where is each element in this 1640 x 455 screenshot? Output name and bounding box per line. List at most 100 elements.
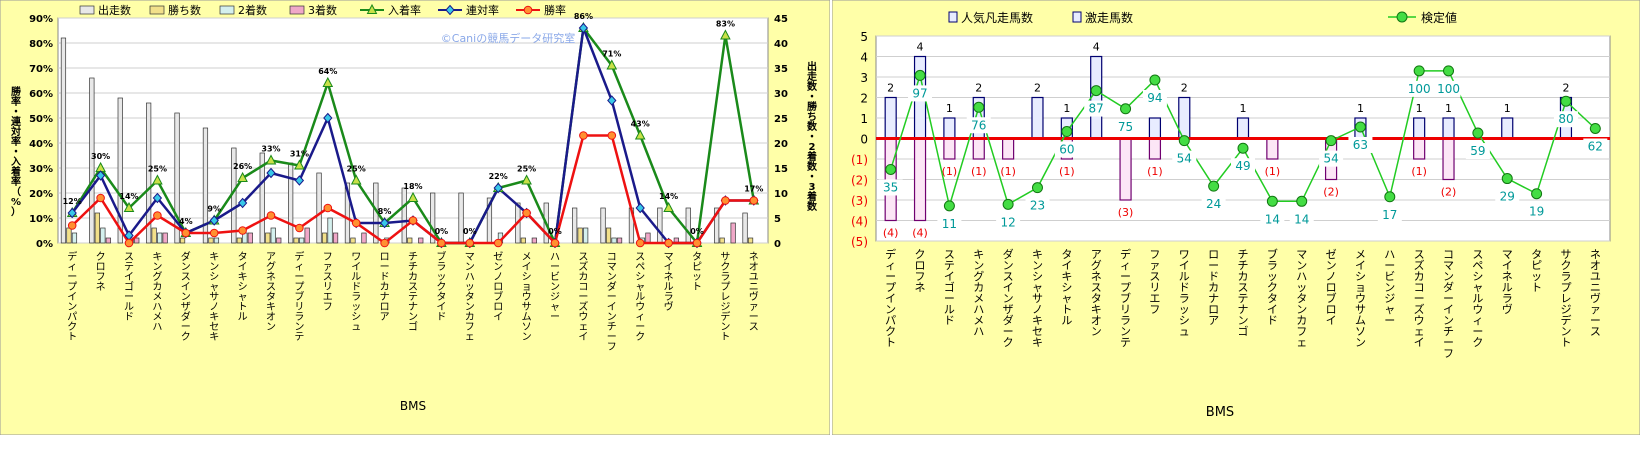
category-label: チチカステナンゴ xyxy=(408,251,418,333)
category-label: アグネスタキオン xyxy=(1091,248,1102,338)
test-value-label-bg xyxy=(1025,197,1050,214)
bar-seconds xyxy=(270,227,276,244)
category-label: ディープブリランテ xyxy=(294,250,304,343)
test-value-label-bg xyxy=(1142,89,1167,106)
bar-wins xyxy=(293,237,299,244)
marker-place-rate xyxy=(152,174,163,185)
bar-runs xyxy=(572,207,578,244)
longshot-count-label: 1 xyxy=(1240,102,1247,115)
test-value-label: 14 xyxy=(1294,212,1309,226)
marker-quinella-rate xyxy=(209,215,219,226)
bar-runs xyxy=(117,97,123,244)
bar-seconds xyxy=(611,237,617,244)
test-value-label: 49 xyxy=(1235,159,1250,173)
unplaced-count-label: (1) xyxy=(942,165,958,178)
test-value-label-bg xyxy=(1348,136,1373,153)
bar-longshot-placed xyxy=(1148,117,1162,140)
x-axis-label: BMS xyxy=(400,399,426,413)
bar-seconds xyxy=(71,232,78,244)
test-value-marker xyxy=(1061,126,1073,138)
bar-popular-unplaced xyxy=(1148,137,1162,160)
bar-runs xyxy=(714,207,720,244)
category-label: ステイゴールド xyxy=(944,248,955,327)
marker-quinella-rate xyxy=(445,4,455,16)
place-rate-label: 64% xyxy=(318,67,337,76)
category-label: ゼンノロブロイ xyxy=(493,251,503,323)
legend-marker-test xyxy=(1396,11,1408,23)
category-label: スペシャルウィーク xyxy=(1472,248,1483,349)
bar-longshot-placed xyxy=(1413,117,1426,140)
bar-thirds xyxy=(304,227,310,244)
category-label: サクラプレジデント xyxy=(1560,248,1571,349)
marker-win-rate xyxy=(465,238,475,248)
bar-runs xyxy=(657,207,663,244)
bar-seconds xyxy=(327,217,333,244)
legend-swatch xyxy=(219,5,235,15)
category-label: ハービンジャー xyxy=(1384,248,1395,327)
marker-place-rate xyxy=(322,76,334,87)
category-label: クロフネ xyxy=(915,248,926,294)
unplaced-count-label: (2) xyxy=(1441,186,1457,199)
bar-thirds xyxy=(247,232,253,244)
place-rate-label: 8% xyxy=(378,207,392,216)
marker-quinella-rate xyxy=(95,170,106,181)
bar-wins xyxy=(66,227,72,244)
y-tick: (5) xyxy=(851,235,868,249)
test-value-label: 29 xyxy=(1500,190,1515,204)
marker-win-rate xyxy=(124,238,134,248)
place-rate-label: 0% xyxy=(463,227,477,236)
test-value-label: 17 xyxy=(1382,208,1397,222)
marker-win-rate xyxy=(607,131,617,140)
bar-thirds xyxy=(276,237,282,244)
bar-popular-unplaced xyxy=(943,137,956,160)
legend-label: 連対率 xyxy=(466,3,499,17)
test-value-label-bg xyxy=(996,214,1021,231)
place-rate-label: 0% xyxy=(548,227,562,236)
marker-win-rate xyxy=(295,223,304,233)
marker-win-rate xyxy=(522,208,531,218)
bar-runs xyxy=(600,207,606,244)
y-tick-left: 20% xyxy=(29,189,53,200)
place-rate-label: 33% xyxy=(261,145,280,154)
test-value-label: 35 xyxy=(883,180,898,194)
category-label: ステイゴールド xyxy=(124,252,134,323)
bar-thirds xyxy=(531,237,537,244)
test-value-label-bg xyxy=(1553,111,1578,128)
bar-wins xyxy=(236,237,242,244)
test-value-label-bg xyxy=(1260,211,1285,228)
marker-win-rate xyxy=(96,193,105,203)
category-label: タイキシャトル xyxy=(238,251,248,323)
legend-label: 入着率 xyxy=(388,3,421,17)
y-axis-label-right: 出走数・勝ち数・ 2 着数・ 3 着数 xyxy=(806,60,818,213)
test-value-marker xyxy=(1031,182,1043,194)
bar-popular-unplaced xyxy=(1266,137,1279,160)
category-label: ダンスインザダーク xyxy=(181,250,191,343)
test-value-label: 12 xyxy=(1000,215,1015,229)
test-value-marker xyxy=(1531,188,1543,200)
test-value-marker xyxy=(1443,65,1455,77)
category-label: ブラックタイド xyxy=(1267,247,1278,327)
unplaced-count-label: (1) xyxy=(1000,165,1016,178)
marker-quinella-rate xyxy=(379,217,390,229)
marker-win-rate xyxy=(437,238,446,248)
category-label: ハービンジャー xyxy=(550,252,560,323)
category-label: アグネスタキオン xyxy=(266,252,276,333)
test-value-label: 60 xyxy=(1059,143,1074,157)
category-label: ネオユニヴァース xyxy=(1590,248,1601,338)
test-value-label: 11 xyxy=(942,217,957,231)
y-tick: 2 xyxy=(860,92,868,106)
test-value-label: 62 xyxy=(1588,139,1603,153)
marker-quinella-rate xyxy=(294,175,305,186)
bar-thirds xyxy=(616,237,623,244)
bar-wins xyxy=(520,237,526,244)
legend-swatch xyxy=(79,5,95,15)
test-value-label: 24 xyxy=(1206,197,1221,211)
bar-runs xyxy=(60,37,67,244)
legend-swatch-unplaced xyxy=(948,11,958,23)
test-value-label: 59 xyxy=(1470,144,1485,158)
bar-wins xyxy=(179,237,186,244)
test-value-label: 87 xyxy=(1089,102,1104,116)
marker-quinella-rate xyxy=(493,182,503,194)
longshot-count-label: 1 xyxy=(1504,102,1511,115)
marker-win-rate xyxy=(749,196,759,205)
